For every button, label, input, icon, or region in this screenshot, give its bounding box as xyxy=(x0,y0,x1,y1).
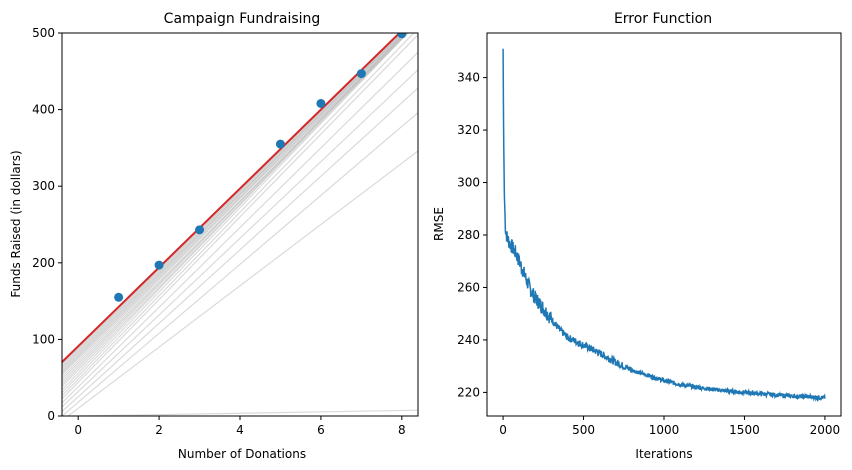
right-y-tick-label: 320 xyxy=(457,123,480,137)
left-chart-title: Campaign Fundraising xyxy=(164,11,321,27)
iteration-line xyxy=(62,33,402,366)
left-y-tick-label: 500 xyxy=(32,26,55,40)
left-y-tick-label: 100 xyxy=(32,332,55,346)
right-y-tick-label: 280 xyxy=(457,228,480,242)
iteration-line xyxy=(62,409,418,416)
data-point xyxy=(316,98,326,108)
right-chart: Error Function 0 500 1000 1500 2000 220 240 26… xyxy=(432,11,842,461)
data-point xyxy=(195,225,205,235)
data-point xyxy=(397,33,407,39)
iteration-line xyxy=(62,33,409,388)
left-chart-frame xyxy=(61,32,419,417)
left-y-tick-label: 300 xyxy=(32,179,55,193)
left-x-axis-label: Number of Donations xyxy=(178,447,306,461)
iteration-line xyxy=(67,150,418,416)
iteration-line xyxy=(62,33,407,376)
rmse-line xyxy=(502,48,826,403)
left-x-tick-label: 0 xyxy=(74,423,82,437)
right-x-tick-label: 2000 xyxy=(810,423,841,437)
iteration-line xyxy=(62,112,418,416)
right-x-axis-label: Iterations xyxy=(635,447,692,461)
right-y-tick-label: 300 xyxy=(457,176,480,190)
regression-line xyxy=(62,33,401,363)
iteration-line xyxy=(62,34,418,400)
left-x-tick-label: 2 xyxy=(155,423,163,437)
iteration-line xyxy=(62,51,418,404)
iteration-line xyxy=(62,33,405,374)
iteration-line xyxy=(62,69,418,408)
right-y-tick-label: 260 xyxy=(457,280,480,294)
left-x-tick-label: 4 xyxy=(236,423,244,437)
iteration-line xyxy=(62,33,415,397)
right-y-tick-label: 340 xyxy=(457,71,480,85)
right-y-axis-label: RMSE xyxy=(432,207,446,241)
iteration-line xyxy=(62,33,404,369)
iteration-line xyxy=(62,87,418,413)
data-point xyxy=(154,260,164,270)
left-y-tick-label: 200 xyxy=(32,256,55,270)
data-points xyxy=(114,33,407,302)
right-x-tick-label: 500 xyxy=(572,423,595,437)
right-x-tick-label: 1000 xyxy=(649,423,680,437)
right-chart-frame xyxy=(486,32,842,417)
right-y-tick-label: 240 xyxy=(457,333,480,347)
fit-line xyxy=(62,33,401,363)
data-point xyxy=(114,292,124,302)
left-x-tick-label: 6 xyxy=(317,423,325,437)
right-y-tick-label: 220 xyxy=(457,385,480,399)
data-point xyxy=(356,69,366,79)
right-x-tick-label: 0 xyxy=(499,423,507,437)
left-x-tick-label: 8 xyxy=(398,423,406,437)
left-chart: Campaign Fundraising 0 2 4 6 8 0 100 200 300 400… xyxy=(9,11,419,461)
data-point xyxy=(275,139,285,149)
right-x-tick-label: 1500 xyxy=(729,423,760,437)
right-chart-title: Error Function xyxy=(614,11,712,27)
left-y-axis-label: Funds Raised (in dollars) xyxy=(9,150,23,297)
left-y-tick-label: 400 xyxy=(32,103,55,117)
left-y-tick-label: 0 xyxy=(47,409,55,423)
rmse-series xyxy=(502,48,826,403)
iteration-line xyxy=(62,33,409,380)
